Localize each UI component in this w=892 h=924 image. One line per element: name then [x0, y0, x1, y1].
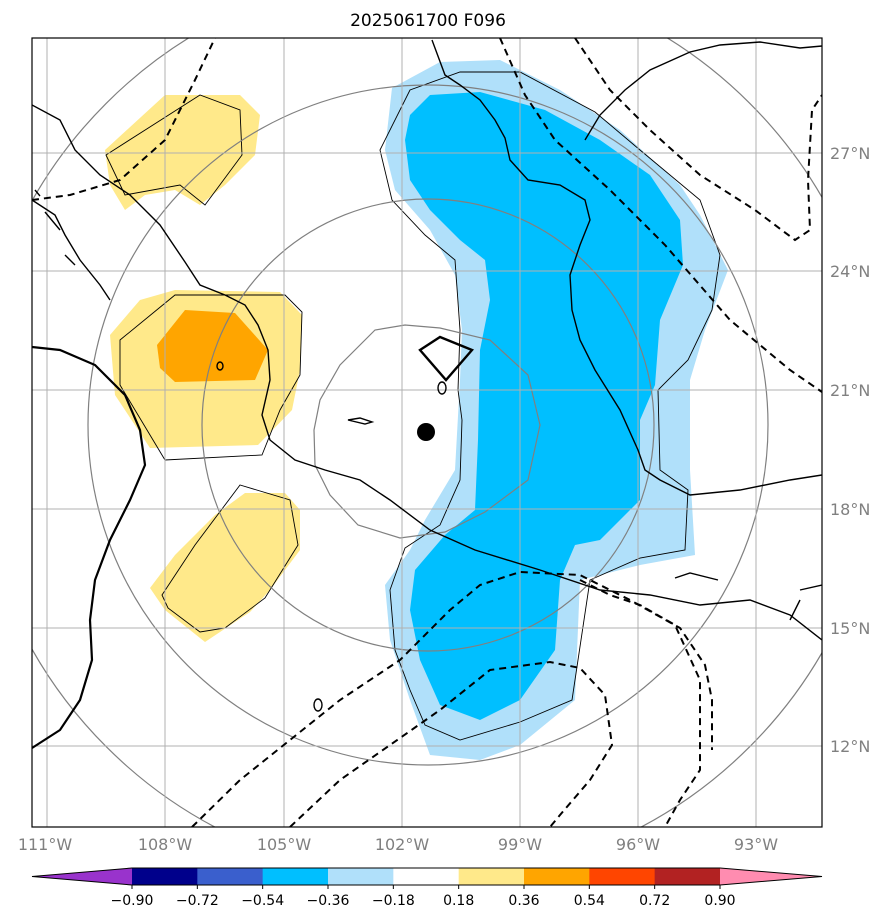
thin-contours [105, 71, 721, 741]
colorbar-segment [328, 868, 394, 885]
colorbar-segment [458, 868, 525, 885]
colorbar-tick-label: −0.72 [176, 893, 219, 909]
colorbar-segment [132, 868, 198, 885]
colorbar-extend-high [720, 868, 822, 885]
lon-label: 93°W [734, 835, 778, 854]
dashed-contours [32, 38, 822, 827]
lon-label: 111°W [18, 835, 73, 854]
coastlines [32, 39, 822, 641]
lon-label: 96°W [616, 835, 660, 854]
colorbar-tick-label: 0.36 [508, 893, 539, 909]
zero-contour-label-north [437, 381, 447, 395]
diamond-contour [418, 335, 475, 382]
colorbar-segment [524, 868, 590, 885]
lat-label: 21°N [830, 381, 870, 400]
zero-contour-label-south [313, 698, 323, 712]
colorbar: −0.90 −0.72 −0.54 −0.36 −0.18 0.18 0.36 0.54 0.7… [31, 867, 823, 909]
colorbar-tick-label: −0.54 [241, 893, 284, 909]
lon-label: 105°W [257, 835, 312, 854]
lat-label: 12°N [830, 737, 870, 756]
lat-label: 18°N [830, 500, 870, 519]
colorbar-extend-low [32, 868, 132, 885]
lat-label: 24°N [830, 262, 870, 281]
neg-mid-region [405, 92, 683, 720]
lon-label: 102°W [375, 835, 430, 854]
lon-label: 108°W [138, 835, 193, 854]
map-area [32, 38, 822, 827]
lat-labels: 27°N 24°N 21°N 18°N 15°N 12°N [830, 144, 870, 756]
range-rings [32, 38, 822, 827]
lon-label: 99°W [498, 835, 542, 854]
lat-label: 27°N [830, 144, 870, 163]
colorbar-tick-label: −0.18 [372, 893, 415, 909]
colorbar-segment [197, 868, 264, 885]
colorbar-segment [589, 868, 656, 885]
colorbar-tick-label: 0.54 [574, 893, 605, 909]
colorbar-segment [654, 868, 721, 885]
colorbar-tick-label: −0.36 [307, 893, 350, 909]
map-frame [31, 37, 823, 828]
small-island [216, 361, 224, 371]
lon-labels: 111°W 108°W 105°W 102°W 99°W 96°W 93°W [18, 835, 778, 854]
thick-boundary-line [32, 345, 147, 749]
graticule [32, 38, 822, 827]
colorbar-tick-label: −0.90 [111, 893, 154, 909]
colorbar-tick-label: 0.18 [443, 893, 474, 909]
pos-mid-region-west [157, 310, 268, 382]
colorbar-tick-label: 0.72 [639, 893, 670, 909]
lat-label: 15°N [830, 619, 870, 638]
colorbar-tick-label: 0.90 [704, 893, 735, 909]
map-title: 2025061700 F096 [350, 11, 506, 31]
pos-light-region-sw [150, 493, 300, 642]
colorbar-segment [393, 868, 460, 885]
colorbar-segment [262, 868, 329, 885]
negative-anomaly-shading [385, 60, 728, 760]
storm-center-dot [417, 423, 435, 441]
positive-anomaly-shading [105, 95, 302, 642]
